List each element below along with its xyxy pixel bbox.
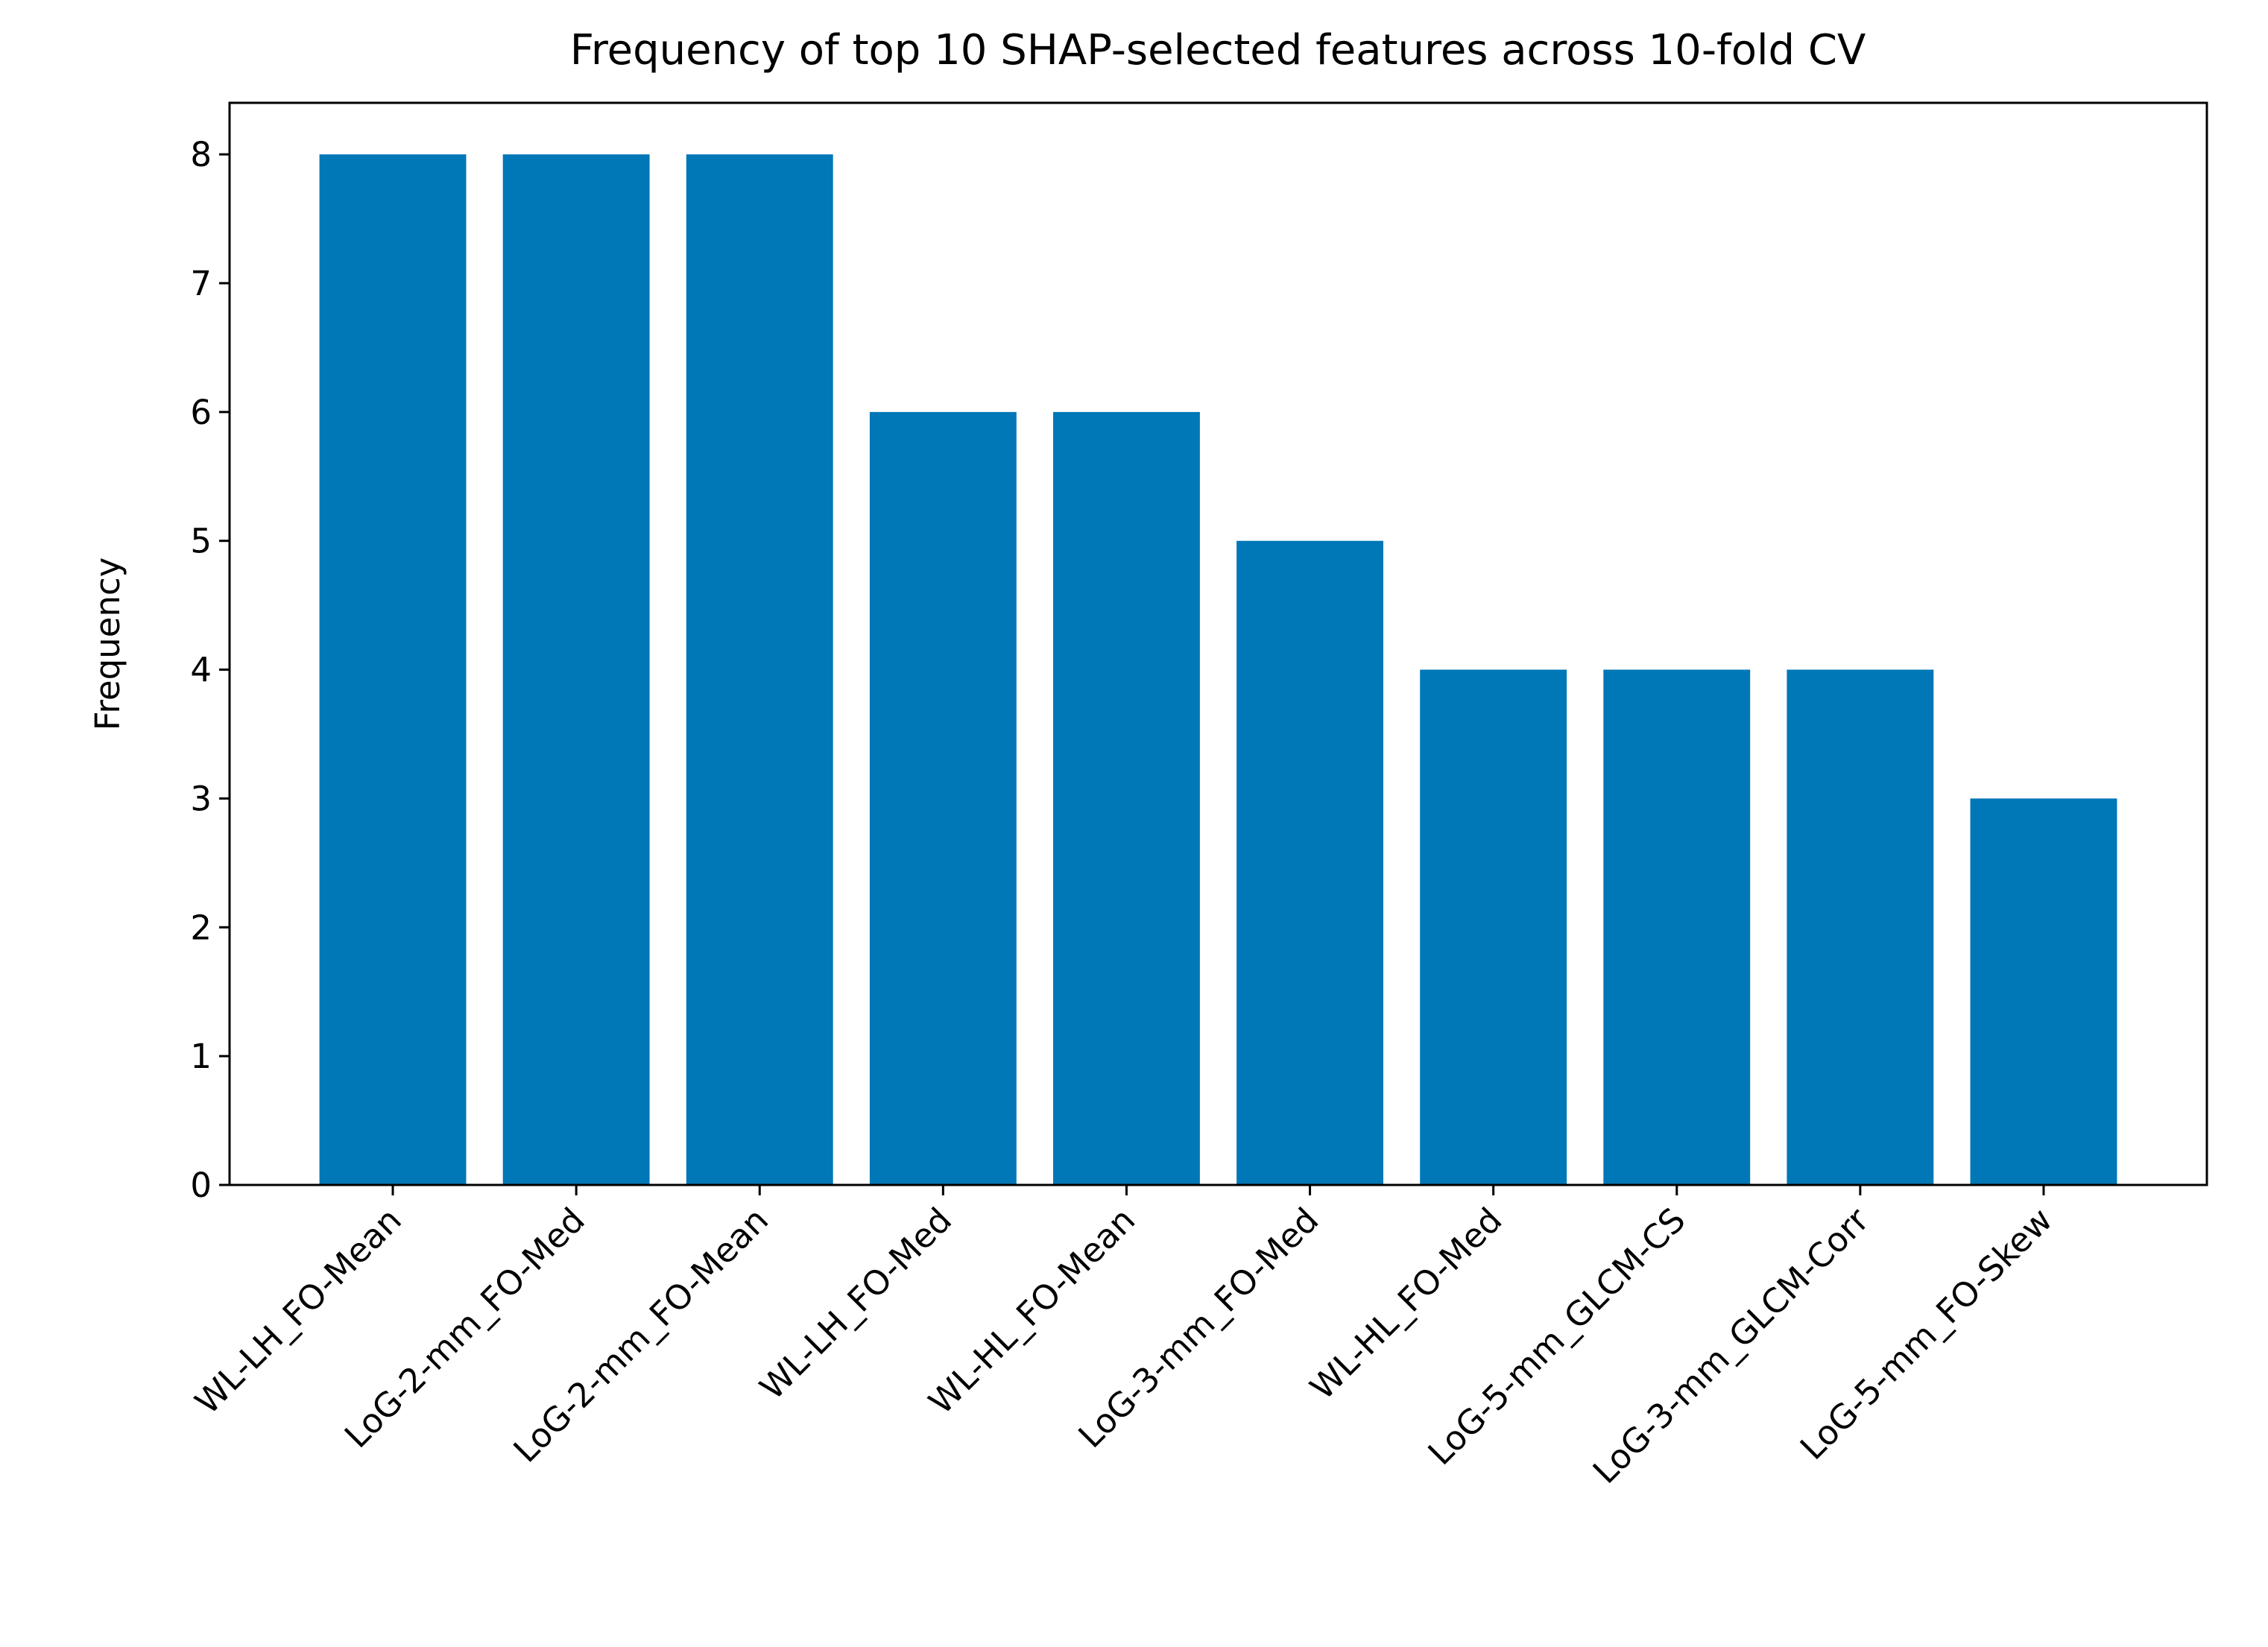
bar [686, 154, 833, 1186]
bar [1970, 798, 2117, 1185]
x-tick-label: WL-LH_FO-Med [752, 1200, 959, 1407]
bar [1236, 540, 1383, 1185]
bar [1053, 411, 1200, 1185]
chart-title: Frequency of top 10 SHAP-selected featur… [570, 26, 1866, 75]
y-axis-label: Frequency [88, 557, 127, 730]
plot-frame [228, 101, 2208, 1186]
bar [319, 154, 467, 1186]
bar [1420, 669, 1567, 1185]
y-tick-label: 8 [190, 135, 212, 174]
y-tick-label: 6 [190, 393, 212, 432]
bar [869, 411, 1017, 1185]
y-tick-label: 5 [190, 522, 212, 561]
y-tick-label: 0 [190, 1166, 212, 1205]
bar [1787, 669, 1934, 1185]
y-tick-label: 1 [190, 1037, 212, 1076]
y-tick-label: 2 [190, 908, 212, 947]
y-tick-label: 3 [190, 779, 212, 818]
bar [1603, 669, 1751, 1185]
bar [502, 154, 650, 1186]
y-tick-label: 4 [190, 651, 212, 690]
x-tick-label: WL-HL_FO-Med [1302, 1200, 1509, 1407]
y-tick-label: 7 [190, 264, 212, 303]
